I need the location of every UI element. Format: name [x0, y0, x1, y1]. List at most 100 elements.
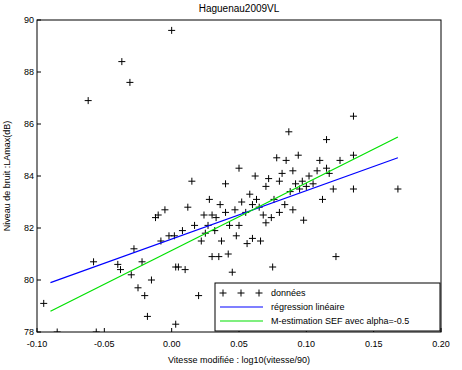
legend: donnéesrégression linéaireM-estimation S… — [215, 283, 440, 331]
point — [236, 222, 243, 229]
point — [85, 97, 92, 104]
point — [200, 212, 207, 219]
point — [332, 253, 339, 260]
plot-frame — [37, 20, 441, 332]
x-tick-label: 0.10 — [298, 339, 316, 349]
point — [126, 79, 133, 86]
point — [213, 214, 220, 221]
point — [40, 300, 47, 307]
x-tick — [171, 328, 172, 332]
point — [306, 173, 313, 180]
y-tick-label: 88 — [24, 67, 34, 77]
y-tick — [37, 176, 41, 177]
point — [316, 157, 323, 164]
y-tick-label: 90 — [24, 15, 34, 25]
point — [350, 113, 357, 120]
point — [118, 58, 125, 65]
point — [289, 167, 296, 174]
point — [276, 209, 283, 216]
point — [273, 154, 280, 161]
point — [117, 266, 124, 273]
point — [191, 222, 198, 229]
point — [281, 201, 288, 208]
legend-swatch — [220, 290, 227, 297]
point — [244, 240, 251, 247]
x-tick-label: 0.00 — [163, 339, 181, 349]
regression-line — [50, 158, 397, 283]
point — [229, 269, 236, 276]
point — [135, 284, 142, 291]
point — [172, 321, 179, 328]
point — [215, 253, 222, 260]
point — [246, 191, 253, 198]
point — [330, 186, 337, 193]
y-tick-label: 82 — [24, 223, 34, 233]
point — [93, 329, 100, 333]
point — [260, 212, 267, 219]
point — [323, 136, 330, 143]
point — [195, 292, 202, 299]
point — [141, 292, 148, 299]
x-axis-label: Vitesse modifiée : log10(vitesse/90) — [168, 355, 310, 365]
point — [179, 227, 186, 234]
point — [90, 258, 97, 265]
point — [218, 238, 225, 245]
point — [262, 219, 269, 226]
y-tick-label: 78 — [24, 327, 34, 337]
x-tick-label: 0.05 — [230, 339, 248, 349]
y-tick — [37, 280, 41, 281]
point — [249, 235, 256, 242]
point — [394, 186, 401, 193]
title: Haguenau2009VL — [199, 3, 280, 14]
point — [182, 266, 189, 273]
legend-swatch — [256, 290, 263, 297]
y-axis-label: Niveau de bruit :LAmax(dB) — [2, 121, 12, 232]
point — [314, 167, 321, 174]
point — [206, 196, 213, 203]
x-tick — [441, 328, 442, 332]
point — [295, 152, 302, 159]
point — [233, 232, 240, 239]
point — [253, 196, 260, 203]
point — [337, 157, 344, 164]
point — [236, 165, 243, 172]
point — [222, 180, 229, 187]
point — [217, 201, 224, 208]
point — [225, 251, 232, 258]
point — [54, 329, 61, 333]
point — [198, 238, 205, 245]
point — [265, 175, 272, 182]
legend-swatch — [220, 320, 263, 321]
legend-swatch — [220, 306, 263, 307]
point — [238, 199, 245, 206]
y-tick-label: 86 — [24, 119, 34, 129]
y-tick — [37, 228, 41, 229]
point — [184, 204, 191, 211]
x-tick — [37, 328, 38, 332]
point — [148, 277, 155, 284]
point — [252, 173, 259, 180]
point — [161, 206, 168, 213]
series-1 — [50, 158, 397, 283]
point — [231, 206, 238, 213]
legend-swatch — [238, 290, 245, 297]
point — [222, 209, 229, 216]
point — [262, 183, 269, 190]
y-tick — [37, 332, 41, 333]
legend-box — [215, 283, 440, 331]
point — [319, 196, 326, 203]
point — [168, 27, 175, 34]
legend-label: M-estimation SEF avec alpha=-0.5 — [271, 316, 409, 326]
y-tick-label: 80 — [24, 275, 34, 285]
point — [188, 178, 195, 185]
chart: Haguenau2009VL-0.10-0.050.000.050.100.15… — [0, 0, 462, 370]
point — [144, 313, 151, 320]
point — [279, 170, 286, 177]
point — [350, 186, 357, 193]
x-tick-label: 0.15 — [365, 339, 383, 349]
point — [268, 214, 275, 221]
legend-label: données — [271, 288, 306, 298]
x-tick-label: 0.20 — [432, 339, 450, 349]
point — [292, 180, 299, 187]
point — [285, 128, 292, 135]
